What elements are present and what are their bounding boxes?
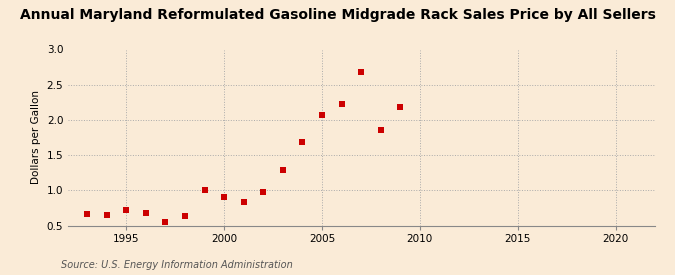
Point (199, 188, 210, 192)
Point (160, 220, 171, 224)
Point (277, 168, 288, 172)
Point (121, 208, 132, 212)
Point (297, 140, 308, 145)
Point (317, 113, 327, 117)
Point (101, 213, 112, 217)
Point (258, 189, 269, 194)
Point (140, 211, 151, 215)
Y-axis label: Dollars per Gallon: Dollars per Gallon (31, 90, 41, 185)
Point (180, 214, 190, 219)
Text: Annual Maryland Reformulated Gasoline Midgrade Rack Sales Price by All Sellers: Annual Maryland Reformulated Gasoline Mi… (20, 8, 655, 22)
Point (238, 199, 249, 204)
Point (356, 70, 367, 74)
Point (219, 194, 230, 199)
Point (375, 128, 386, 133)
Point (395, 104, 406, 109)
Point (336, 102, 347, 107)
Point (82, 211, 92, 216)
Text: Source: U.S. Energy Information Administration: Source: U.S. Energy Information Administ… (61, 260, 292, 270)
